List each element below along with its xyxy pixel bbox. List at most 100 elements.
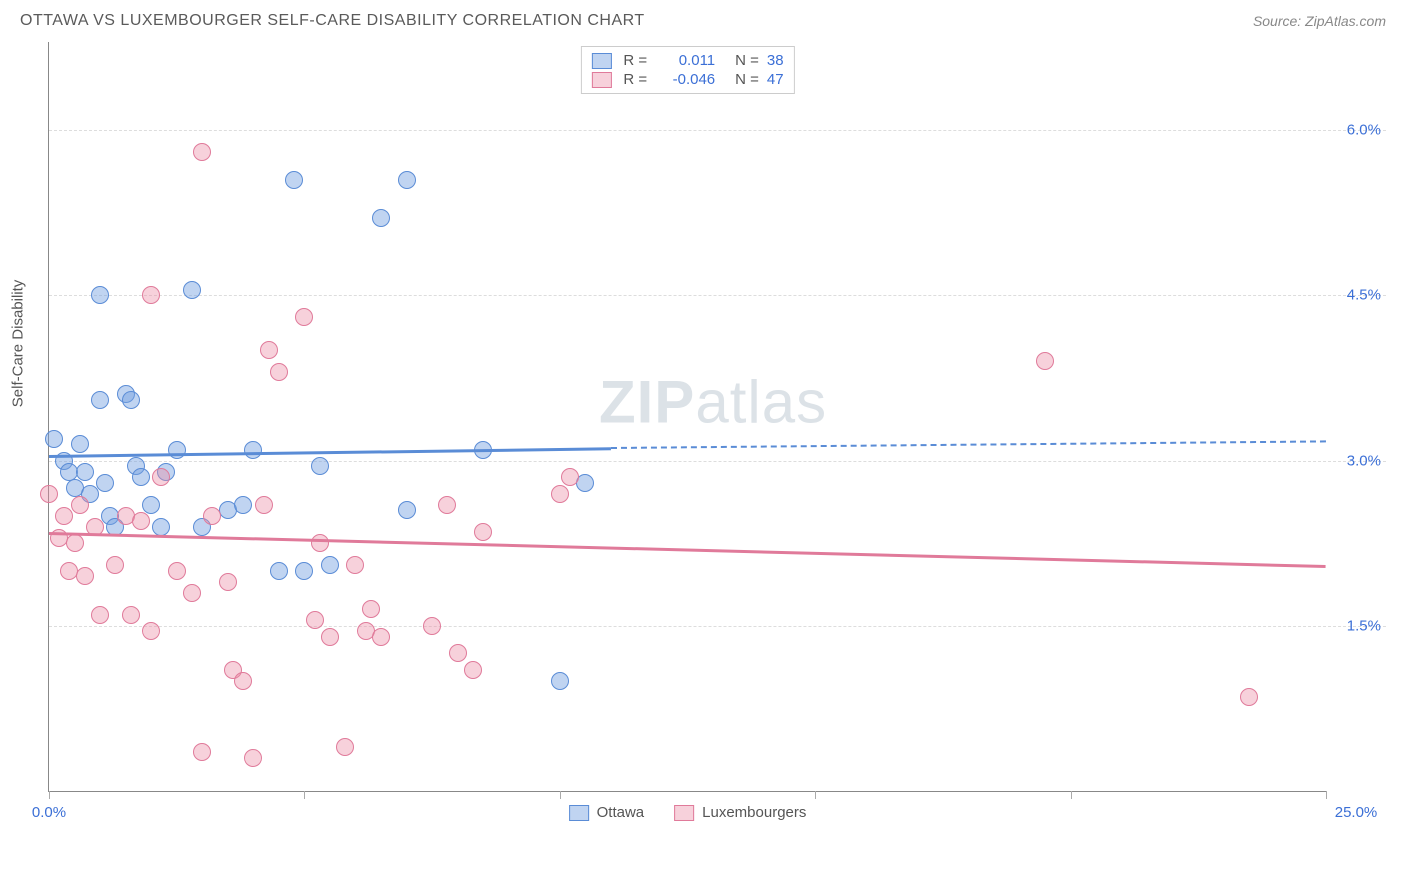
y-tick-label: 4.5% <box>1347 287 1381 304</box>
legend-r-label: R = <box>623 71 647 88</box>
data-point <box>551 485 569 503</box>
data-point <box>398 501 416 519</box>
data-point <box>336 738 354 756</box>
legend-series-item: Ottawa <box>569 804 645 821</box>
data-point <box>295 562 313 580</box>
data-point <box>96 474 114 492</box>
data-point <box>255 496 273 514</box>
y-tick-label: 1.5% <box>1347 617 1381 634</box>
source-credit: Source: ZipAtlas.com <box>1253 13 1386 29</box>
legend-series-label: Luxembourgers <box>702 804 806 821</box>
data-point <box>234 672 252 690</box>
data-point <box>438 496 456 514</box>
legend-n-label: N = <box>735 71 759 88</box>
data-point <box>311 534 329 552</box>
legend-n-value: 47 <box>767 71 784 88</box>
data-point <box>561 468 579 486</box>
data-point <box>576 474 594 492</box>
chart-title: OTTAWA VS LUXEMBOURGER SELF-CARE DISABIL… <box>20 12 645 30</box>
data-point <box>203 507 221 525</box>
data-point <box>321 556 339 574</box>
legend-swatch <box>674 805 694 821</box>
trend-line <box>49 532 1326 568</box>
data-point <box>152 468 170 486</box>
legend-n-label: N = <box>735 52 759 69</box>
data-point <box>71 435 89 453</box>
data-point <box>449 644 467 662</box>
data-point <box>306 611 324 629</box>
legend-series-label: Ottawa <box>597 804 645 821</box>
data-point <box>76 463 94 481</box>
data-point <box>168 562 186 580</box>
data-point <box>142 622 160 640</box>
data-point <box>311 457 329 475</box>
data-point <box>132 468 150 486</box>
legend-series: Ottawa Luxembourgers <box>569 804 807 821</box>
data-point <box>45 430 63 448</box>
legend-stats-row: R = -0.046 N = 47 <box>591 70 783 89</box>
data-point <box>295 308 313 326</box>
data-point <box>234 496 252 514</box>
legend-r-value: -0.046 <box>655 71 715 88</box>
data-point <box>106 556 124 574</box>
data-point <box>346 556 364 574</box>
data-point <box>66 534 84 552</box>
watermark: ZIPatlas <box>599 367 827 436</box>
y-tick-label: 6.0% <box>1347 122 1381 139</box>
data-point <box>91 606 109 624</box>
legend-r-label: R = <box>623 52 647 69</box>
data-point <box>423 617 441 635</box>
data-point <box>464 661 482 679</box>
data-point <box>1240 688 1258 706</box>
data-point <box>91 391 109 409</box>
legend-r-value: 0.011 <box>655 52 715 69</box>
data-point <box>193 143 211 161</box>
x-tick <box>560 791 561 799</box>
data-point <box>132 512 150 530</box>
data-point <box>474 523 492 541</box>
data-point <box>219 573 237 591</box>
x-tick-label-min: 0.0% <box>32 804 66 821</box>
plot-area: ZIPatlas R =0.011N =38R =-0.046N =47 Ott… <box>48 42 1326 792</box>
legend-n-value: 38 <box>767 52 784 69</box>
data-point <box>398 171 416 189</box>
data-point <box>55 507 73 525</box>
trend-line <box>49 447 611 457</box>
chart-header: OTTAWA VS LUXEMBOURGER SELF-CARE DISABIL… <box>0 0 1406 38</box>
x-tick <box>304 791 305 799</box>
data-point <box>76 567 94 585</box>
watermark-light: atlas <box>695 368 827 435</box>
data-point <box>260 341 278 359</box>
data-point <box>183 281 201 299</box>
data-point <box>193 743 211 761</box>
x-tick <box>1326 791 1327 799</box>
y-axis-label: Self-Care Disability <box>10 280 27 408</box>
gridline <box>49 461 1386 462</box>
data-point <box>142 496 160 514</box>
watermark-bold: ZIP <box>599 368 695 435</box>
data-point <box>244 749 262 767</box>
data-point <box>285 171 303 189</box>
data-point <box>71 496 89 514</box>
legend-series-item: Luxembourgers <box>674 804 806 821</box>
data-point <box>372 628 390 646</box>
trend-line-dash <box>611 441 1326 450</box>
data-point <box>362 600 380 618</box>
data-point <box>372 209 390 227</box>
chart-container: Self-Care Disability ZIPatlas R =0.011N … <box>48 42 1386 832</box>
data-point <box>122 606 140 624</box>
data-point <box>142 286 160 304</box>
data-point <box>183 584 201 602</box>
gridline <box>49 626 1386 627</box>
y-tick-label: 3.0% <box>1347 452 1381 469</box>
gridline <box>49 130 1386 131</box>
data-point <box>152 518 170 536</box>
data-point <box>40 485 58 503</box>
legend-swatch <box>591 53 611 69</box>
data-point <box>1036 352 1054 370</box>
legend-swatch <box>569 805 589 821</box>
data-point <box>551 672 569 690</box>
x-tick-label-max: 25.0% <box>1335 804 1378 821</box>
legend-stats: R = 0.011 N = 38 R = -0.046 N = 47 <box>580 46 794 94</box>
legend-stats-row: R = 0.011 N = 38 <box>591 51 783 70</box>
